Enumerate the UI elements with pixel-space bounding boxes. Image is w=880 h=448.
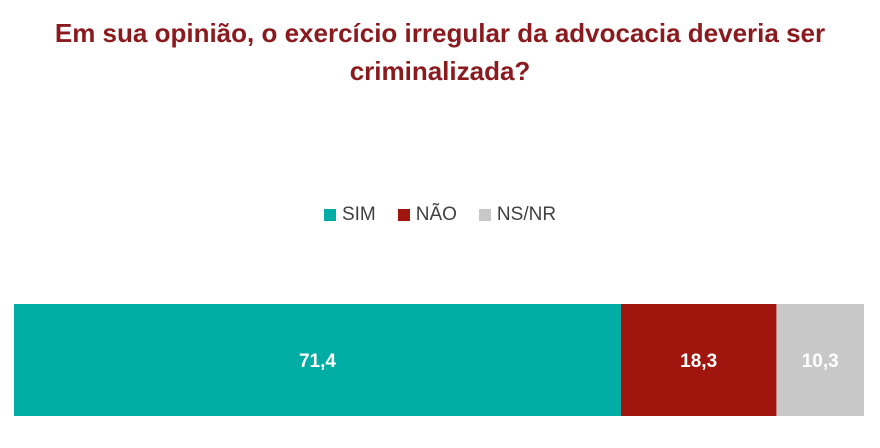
data-label-nsnr: 10,3 (802, 351, 839, 372)
legend-swatch-nsnr (478, 209, 491, 221)
legend-swatch-sim (323, 209, 336, 221)
bar-segment-nsnr (776, 304, 864, 416)
bar-segment-sim (14, 304, 621, 416)
legend-label-nao: NÃO (415, 204, 457, 225)
data-label-nao: 18,3 (680, 351, 717, 372)
chart-title: Em sua opinião, o exercício irregular da… (54, 18, 826, 86)
legend-label-sim: SIM (341, 204, 376, 225)
legend-item-nao: NÃO (397, 204, 457, 226)
legend-item-sim: SIM (323, 204, 376, 226)
legend-label-nsnr: NS/NR (496, 204, 557, 225)
data-label-sim: 71,4 (299, 351, 336, 372)
legend: SIM NÃO NS/NR (0, 204, 880, 226)
bar-segment-nao (620, 304, 777, 416)
legend-item-nsnr: NS/NR (478, 204, 557, 226)
legend-swatch-nao (397, 209, 410, 221)
